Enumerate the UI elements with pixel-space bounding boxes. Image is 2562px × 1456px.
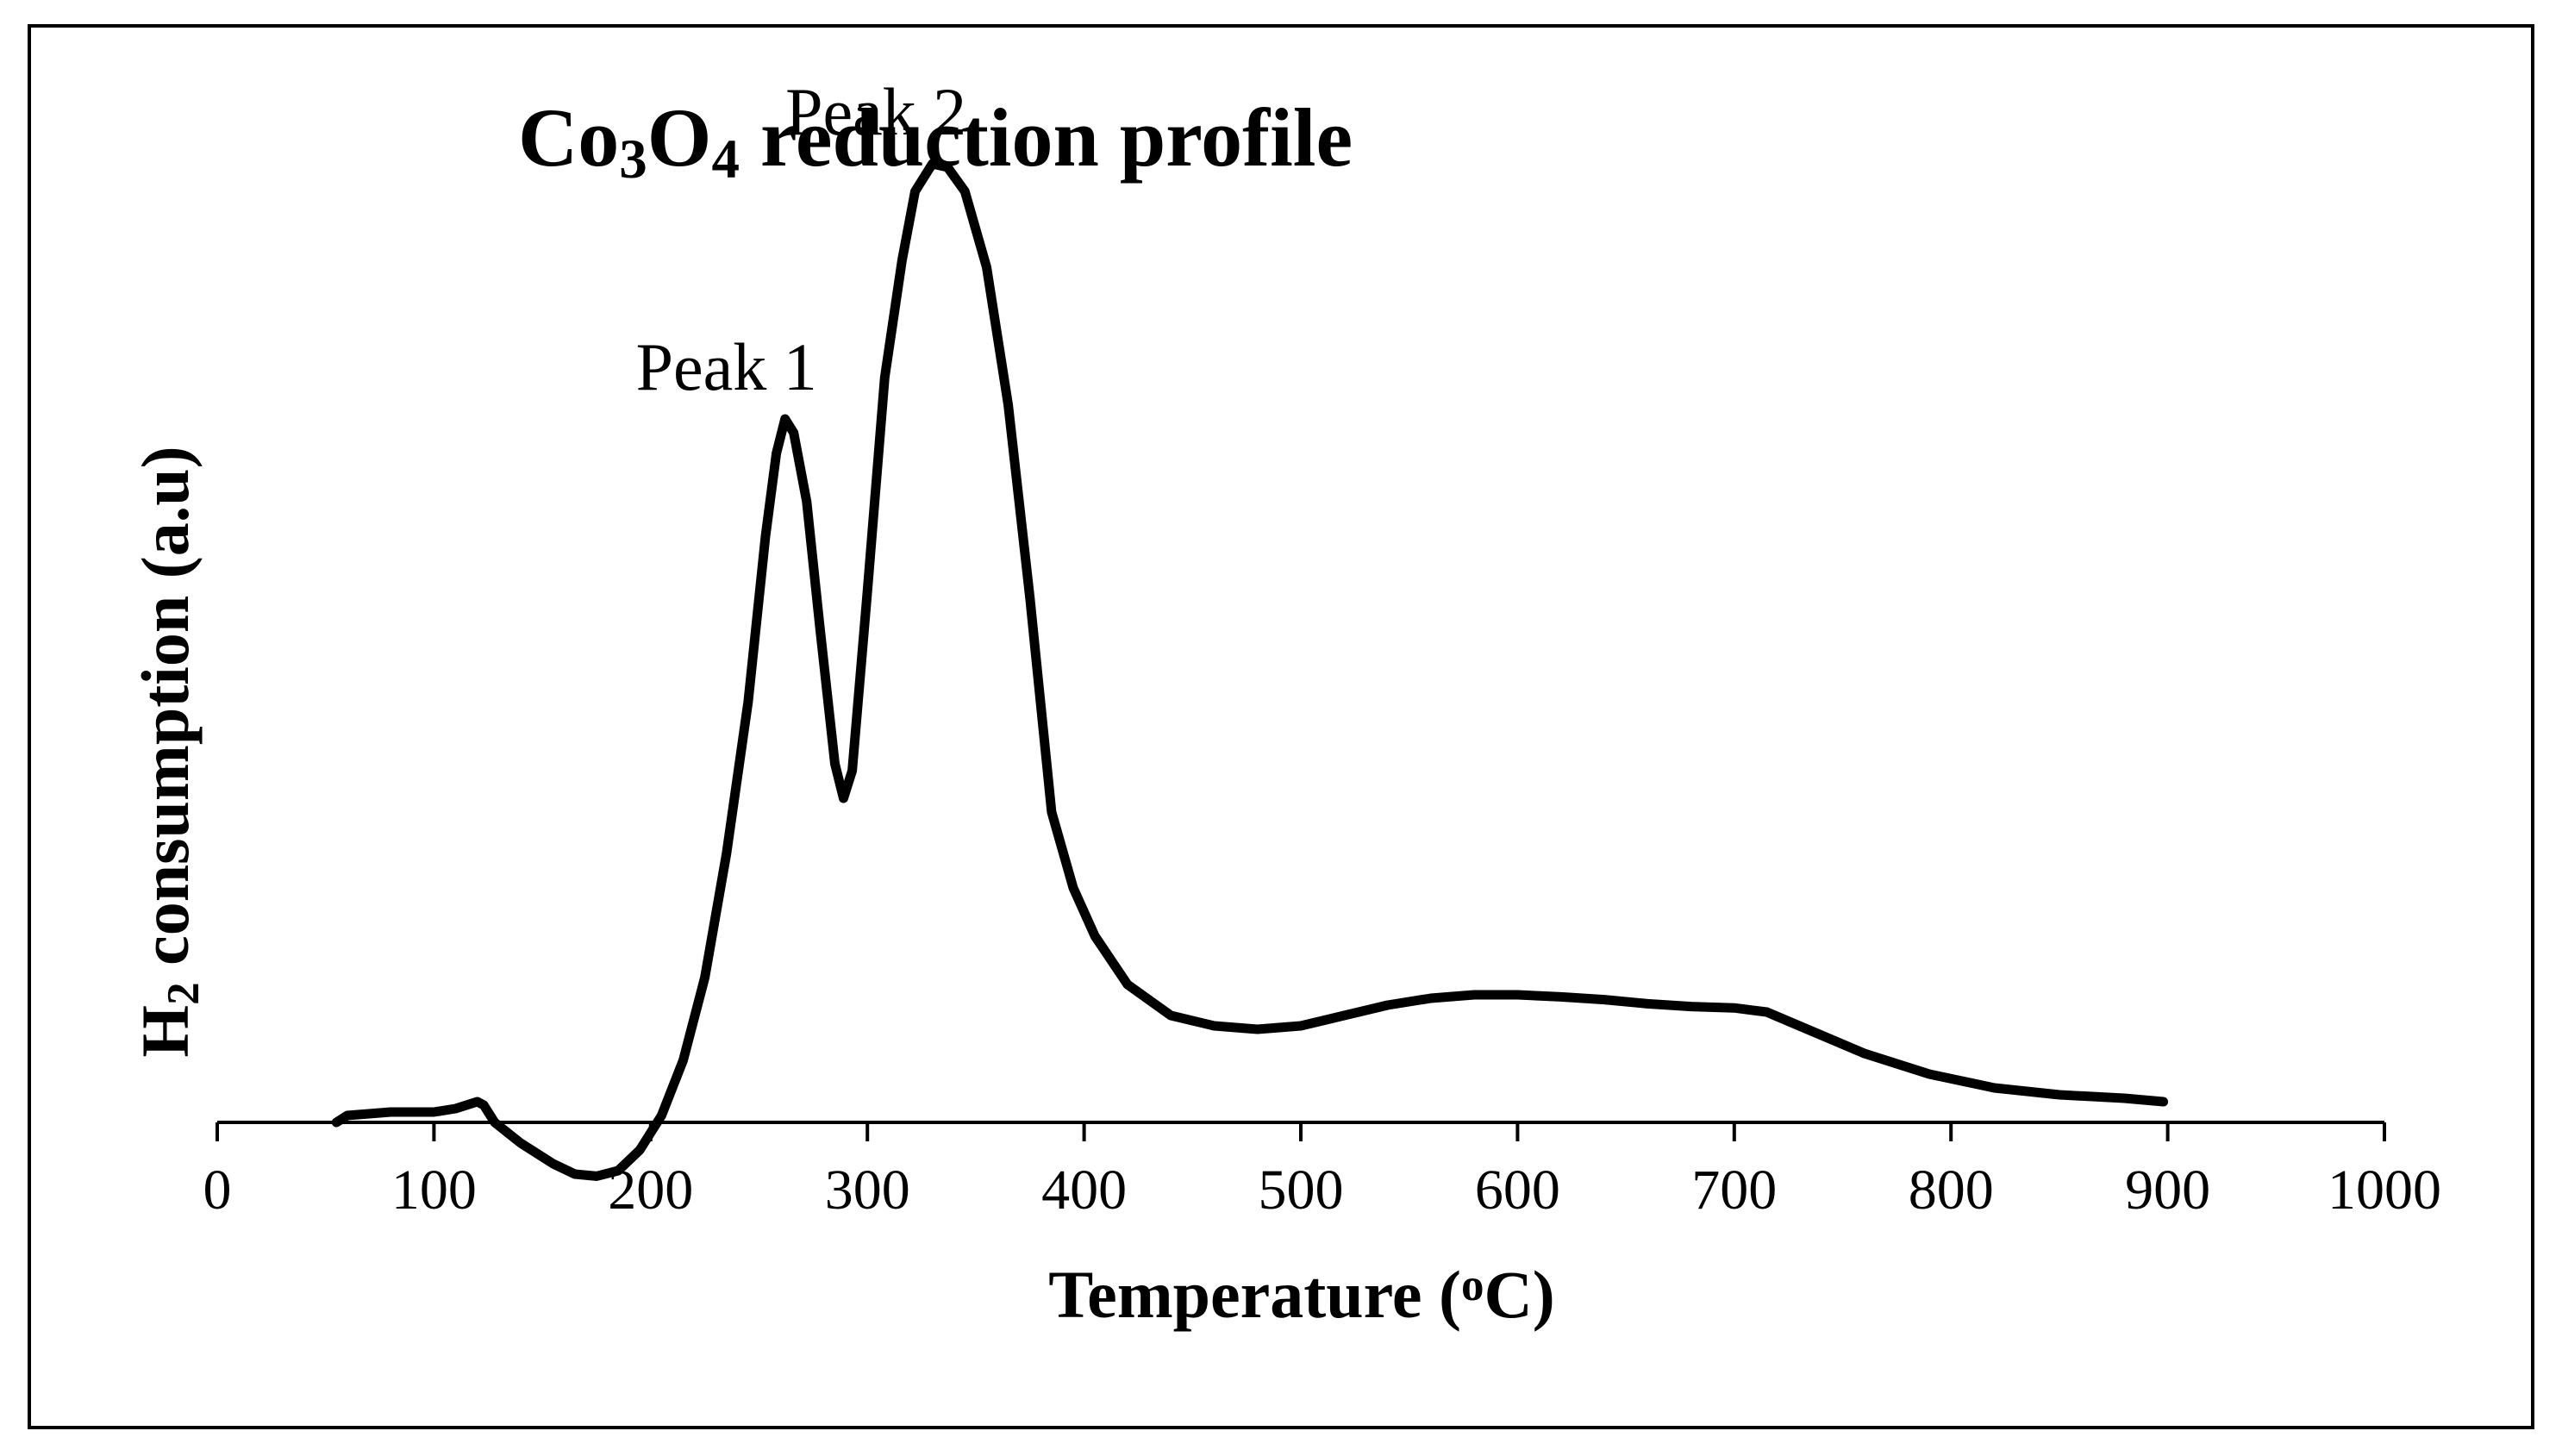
chart-title: Co3O4 reduction profile: [518, 91, 1353, 191]
x-tick-label: 900: [2125, 1159, 2210, 1222]
peak-annotation: Peak 1: [636, 329, 817, 404]
x-tick-label: 800: [1909, 1159, 1994, 1222]
x-tick-label: 100: [391, 1159, 477, 1222]
x-tick-label: 300: [825, 1159, 910, 1222]
chart-frame: [28, 24, 2534, 1429]
peak-annotation: Peak 2: [785, 74, 966, 149]
y-axis-label: H2 consumption (a.u): [128, 446, 209, 1057]
x-tick-label: 0: [203, 1159, 232, 1222]
x-tick-label: 400: [1041, 1159, 1127, 1222]
x-tick-label: 1000: [2328, 1159, 2441, 1222]
x-tick-label: 500: [1259, 1159, 1344, 1222]
x-axis-label: Temperature (oC): [1048, 1257, 1555, 1332]
x-tick-label: 700: [1691, 1159, 1777, 1222]
x-tick-label: 600: [1475, 1159, 1560, 1222]
series-line: [331, 159, 2169, 1181]
